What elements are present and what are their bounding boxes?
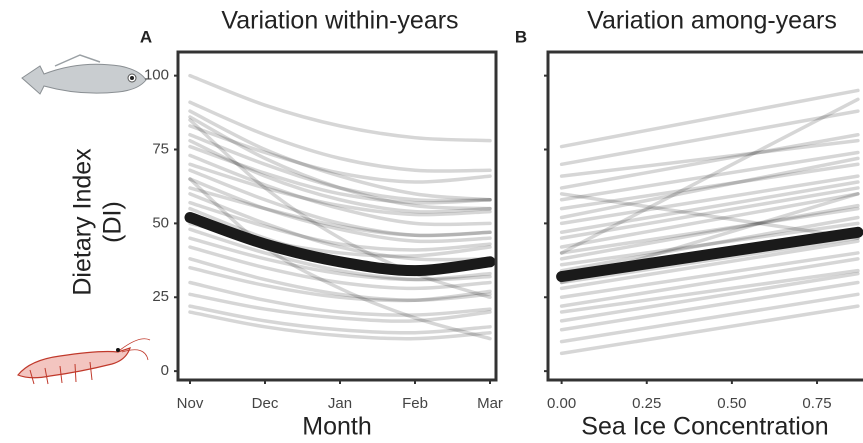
y-axis-label: (DI) (99, 201, 127, 243)
posterior-draw (559, 215, 860, 273)
posterior-draw (188, 100, 492, 173)
posterior-draw (188, 73, 492, 143)
posterior-draw (559, 239, 860, 291)
x-tick-label: 0.50 (717, 395, 746, 412)
posterior-draw (188, 177, 492, 244)
chart-title: Variation within-years (221, 7, 458, 35)
posterior-draw (188, 310, 492, 341)
posterior-draw (188, 292, 492, 323)
x-tick-label: Feb (402, 395, 428, 412)
chart-title: Variation among-years (587, 7, 837, 35)
posterior-draw (559, 132, 860, 190)
panel-b: B Variation among-years Sea Ice Concentr… (515, 7, 863, 441)
x-tick-label: 0.00 (547, 395, 576, 412)
posterior-draw (559, 292, 860, 344)
posterior-draw (188, 124, 492, 184)
posterior-draw (188, 245, 492, 291)
posterior-draw (559, 186, 860, 240)
y-tick-label: 50 (152, 214, 169, 231)
panel-label: A (140, 27, 152, 46)
posterior-draw (188, 192, 492, 262)
posterior-draw (188, 257, 492, 302)
posterior-draw (559, 138, 860, 178)
lines (184, 73, 496, 341)
x-axis-label: Sea Ice Concentration (581, 413, 828, 441)
posterior-draw (559, 109, 860, 167)
posterior-draw (559, 268, 860, 314)
posterior-draw (188, 177, 492, 341)
posterior-draw (559, 192, 860, 240)
mean-fit (184, 211, 496, 277)
lines (556, 88, 863, 356)
posterior-draw (559, 236, 860, 285)
x-axis-label: Month (302, 413, 371, 441)
shrimp-icon (17, 338, 151, 385)
panel-a: A Variation within-years Month Dietary I… (69, 7, 503, 441)
posterior-draw (559, 271, 860, 323)
y-tick-label: 100 (144, 67, 169, 84)
posterior-draw (559, 174, 860, 226)
x-tick-label: Jan (328, 395, 352, 412)
posterior-draw (188, 168, 492, 238)
posterior-draw (559, 156, 860, 220)
posterior-draw (559, 88, 860, 149)
x-tick-label: Nov (177, 395, 204, 412)
posterior-draw (559, 150, 860, 202)
posterior-draw (188, 186, 492, 238)
posterior-draw (559, 304, 860, 356)
posterior-draw (188, 227, 492, 282)
posterior-draw (559, 162, 860, 211)
posterior-draw (188, 236, 492, 282)
posterior-draw (188, 115, 492, 211)
y-tick-label: 75 (152, 140, 169, 157)
fish-icon (21, 54, 147, 95)
y-tick-label: 0 (161, 362, 169, 379)
posterior-draw (188, 109, 492, 202)
posterior-draw (559, 192, 860, 249)
plot-frame (546, 50, 863, 382)
x-tick-label: 0.75 (802, 395, 831, 412)
posterior-draw (188, 138, 492, 214)
posterior-draw (188, 144, 492, 205)
posterior-draw (559, 97, 860, 255)
posterior-draw (188, 153, 492, 227)
posterior-draw (559, 206, 860, 255)
mean-fit (556, 226, 863, 283)
posterior-draw (188, 132, 492, 203)
x-tick-label: Mar (477, 395, 503, 412)
posterior-draw (188, 162, 492, 217)
posterior-draw (559, 257, 860, 308)
x-tick-label: Dec (252, 395, 279, 412)
posterior-draw (188, 280, 492, 317)
posterior-draw (559, 203, 860, 261)
posterior-draw (188, 265, 492, 303)
posterior-draw (559, 280, 860, 332)
x-tick-label: 0.25 (632, 395, 661, 412)
panel-label: B (515, 27, 527, 46)
posterior-draw (188, 118, 492, 300)
posterior-draw (559, 180, 860, 235)
posterior-draw (559, 251, 860, 300)
plot-frame (176, 50, 498, 382)
y-axis-label: Dietary Index (69, 148, 97, 296)
posterior-draw (559, 221, 860, 267)
posterior-draw (188, 304, 492, 335)
posterior-draw (188, 200, 492, 252)
y-tick-label: 25 (152, 288, 169, 305)
